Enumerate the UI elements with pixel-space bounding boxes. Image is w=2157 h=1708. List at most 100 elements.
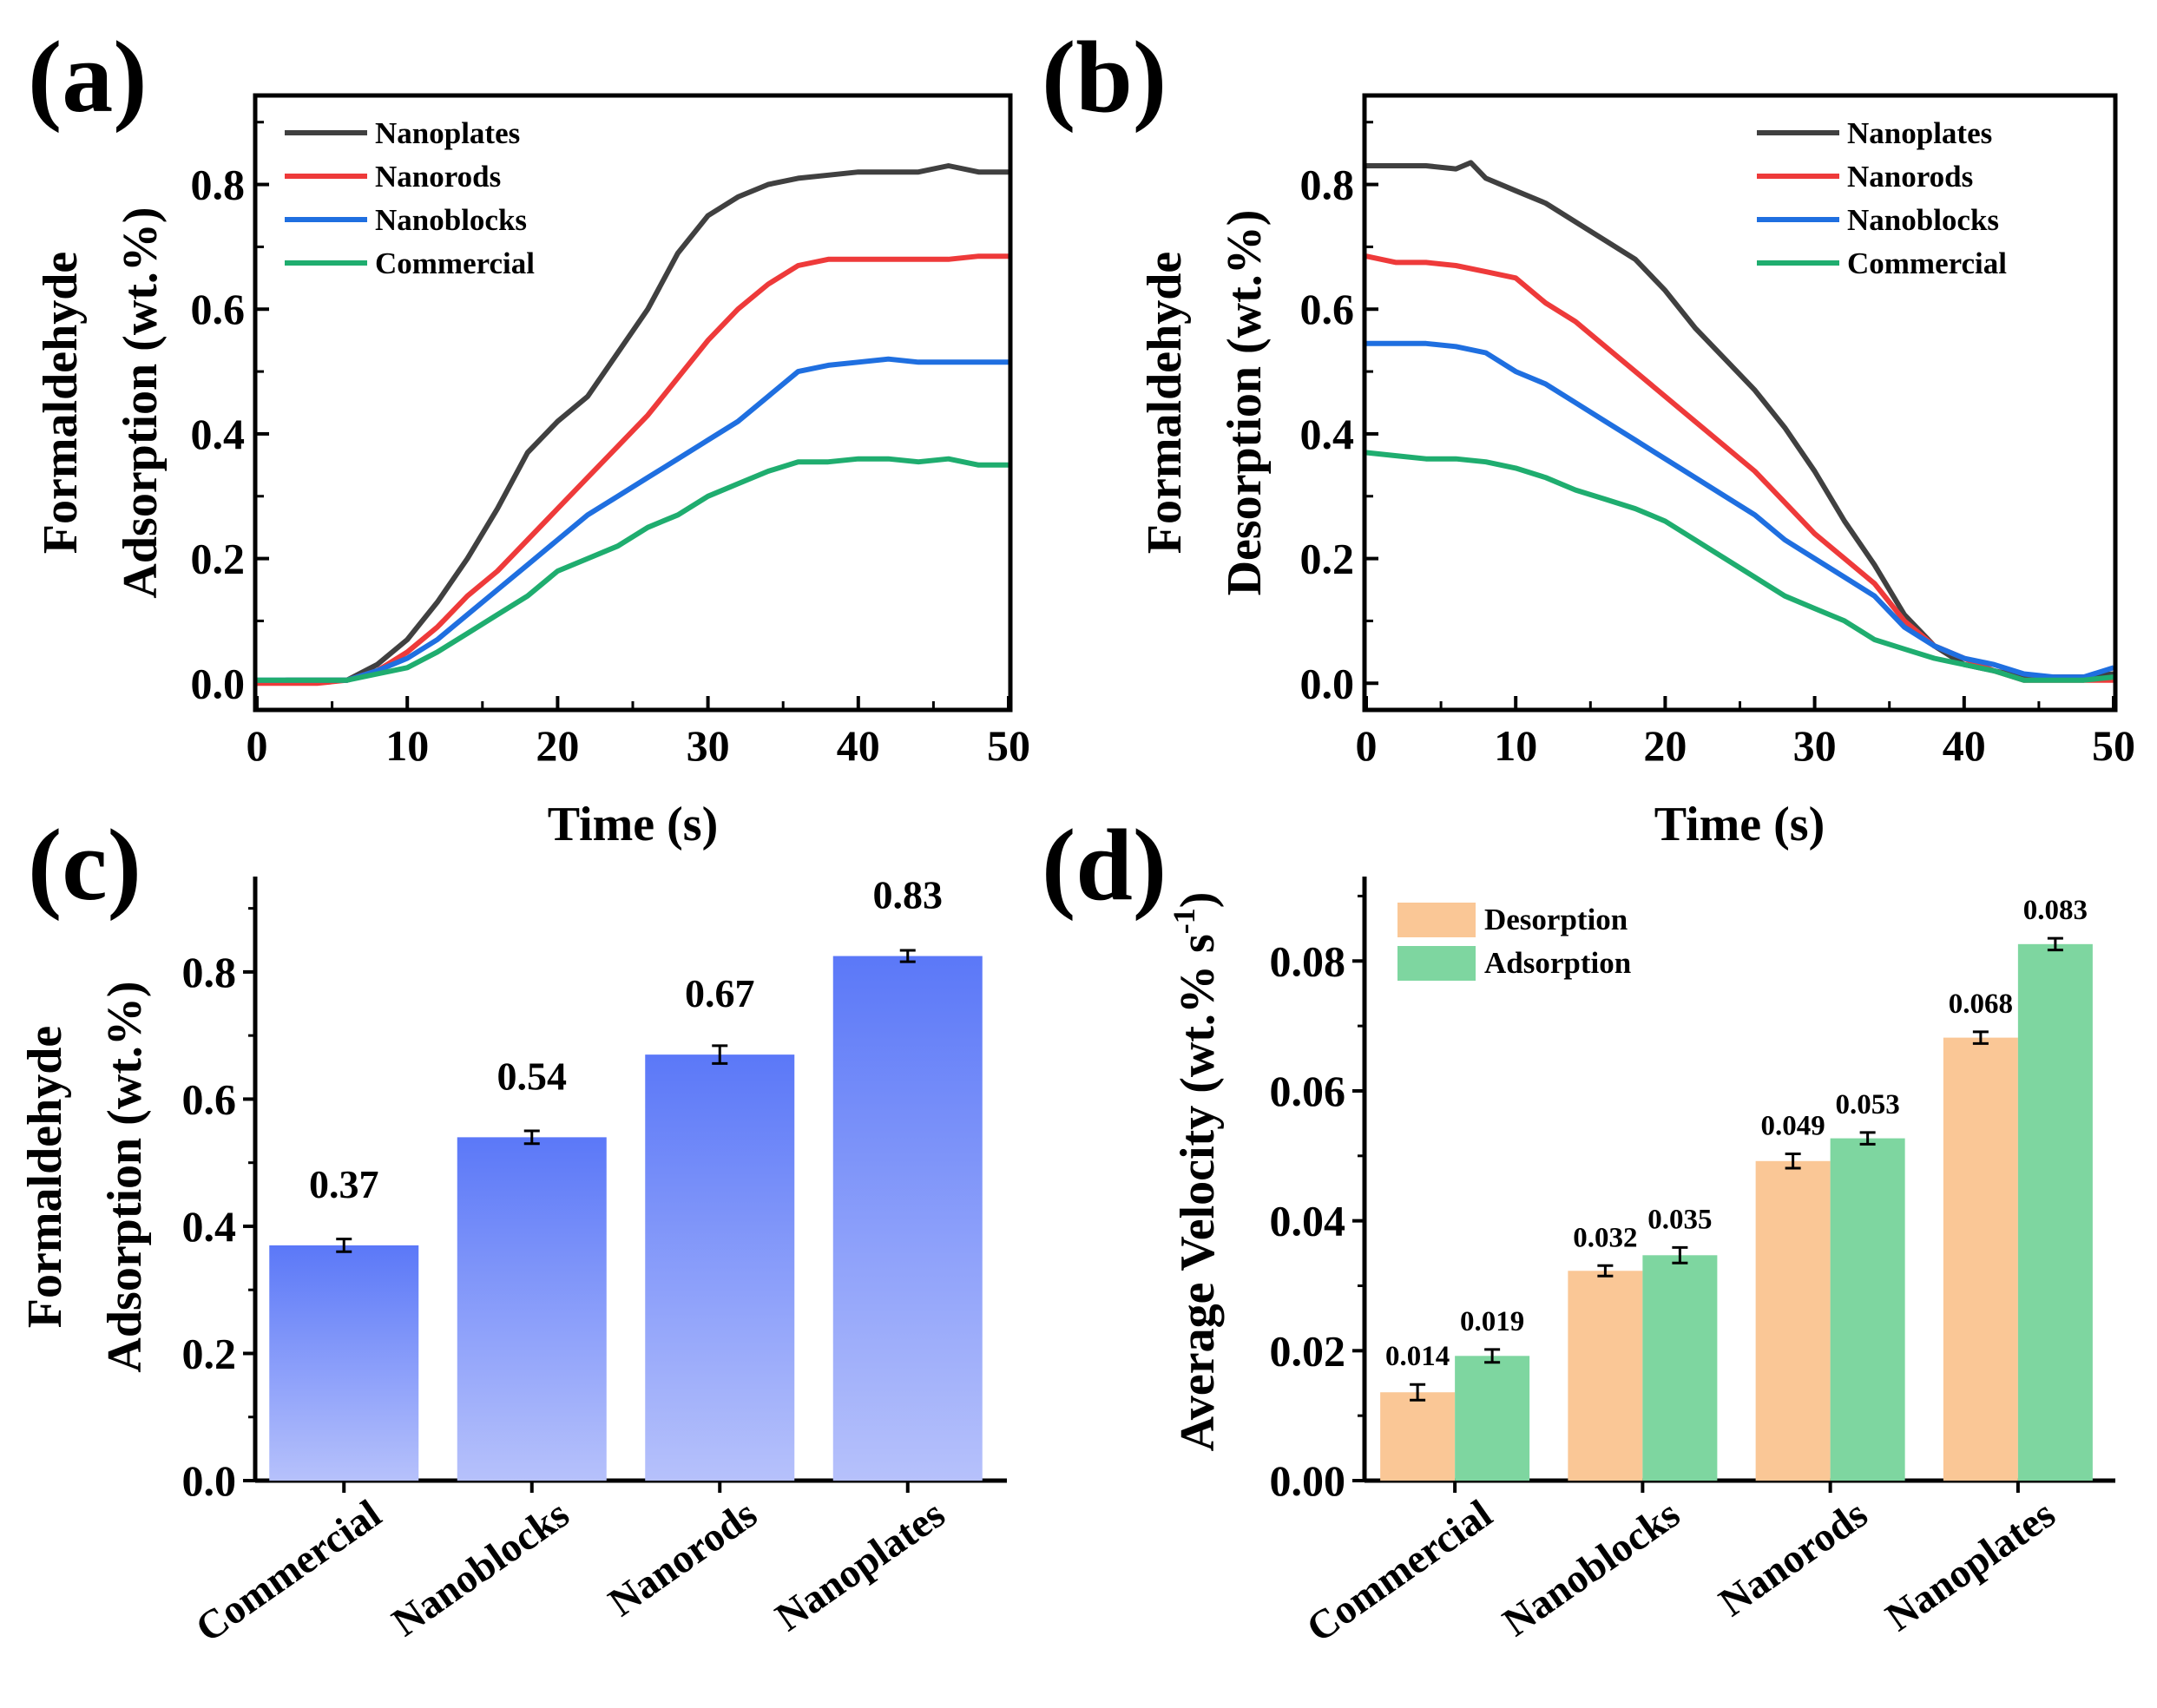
bar-d-desorption-nanoblocks [1568, 1271, 1643, 1481]
y-tick-label-a: 0.4 [191, 410, 246, 458]
value-label-d: 0.068 [1949, 989, 2013, 1020]
value-label-d: 0.035 [1647, 1204, 1712, 1235]
legend-a: Nanoplates Nanorods Nanoblocks Commercial [285, 116, 535, 280]
x-tick-label-b: 30 [1793, 721, 1837, 770]
bar-d-desorption-commercial [1380, 1392, 1456, 1481]
legend-label-a-commercial: Commercial [375, 246, 535, 280]
y-axis-title-d-sup: -1 [1167, 908, 1201, 934]
y-tick-label-c: 0.8 [182, 948, 237, 996]
x-tick-label-b: 40 [1943, 721, 1986, 770]
y-axis-title-d-end: ) [1171, 892, 1225, 909]
bar-d-adsorption-nanoblocks [1642, 1255, 1718, 1481]
plot-frame-a [253, 93, 1013, 713]
legend-swatch-d-adsorption [1397, 946, 1476, 981]
y-tick-label-b: 0.0 [1300, 659, 1355, 707]
plot-area-d: 0.00 0.02 0.04 0.06 0.08 0.014 0.019 Commercial… [1270, 877, 2115, 1652]
series-line-a-commercial [257, 456, 1009, 683]
y-tick-label-b: 0.4 [1300, 410, 1355, 458]
x-tick-label-a: 20 [536, 721, 579, 770]
y-tick-label-b: 0.8 [1300, 161, 1355, 209]
y-axis-title-b-line2: Desorption (wt.%) [1218, 210, 1272, 596]
y-axis-title-a-line1: Formaldehyde [34, 252, 88, 554]
bar-d-adsorption-nanoplates [2017, 943, 2093, 1481]
panel-label-a: (a) [28, 20, 148, 134]
x-tick-label-b: 20 [1643, 721, 1687, 770]
bar-c-commercial [269, 1245, 419, 1481]
series-line-b-nanorods [1365, 253, 2114, 683]
y-tick-label-a: 0.6 [191, 285, 246, 333]
panel-b: (b) 0 10 20 30 40 500.00.20.40.60.8 Time (s) … [1042, 20, 2135, 851]
value-label-c: 0.54 [497, 1054, 568, 1098]
legend-d: Desorption Adsorption [1397, 903, 1631, 981]
x-axis-title-a: Time (s) [548, 798, 719, 851]
bar-c-nanorods [645, 1054, 795, 1481]
panel-a: (a) 0 10 20 30 40 500.00.20.40.60.8 Time (s) … [28, 20, 1030, 851]
bar-d-desorption-nanoplates [1943, 1037, 2018, 1481]
y-tick-label-d: 0.08 [1270, 936, 1346, 985]
value-label-d: 0.019 [1460, 1306, 1524, 1337]
category-label-c: Nanoplates [767, 1491, 953, 1639]
x-tick-label-a: 50 [987, 721, 1030, 770]
x-tick-label-b: 50 [2092, 721, 2135, 770]
y-tick-label-c: 0.2 [182, 1329, 237, 1377]
y-tick-label-d: 0.06 [1270, 1067, 1346, 1115]
x-tick-label-b: 10 [1494, 721, 1537, 770]
plot-area-a: 0 10 20 30 40 50 0.0 0.2 0.4 0.6 0.8 [191, 121, 1030, 770]
panel-label-c: (c) [28, 808, 141, 922]
x-axis-title-b: Time (s) [1654, 798, 1825, 851]
category-label-d: Nanoblocks [1495, 1491, 1687, 1645]
value-label-d: 0.053 [1836, 1089, 1900, 1120]
x-tick-label-a: 40 [837, 721, 880, 770]
legend-label-d-desorption: Desorption [1484, 903, 1628, 936]
panel-c: (c) 0.0 0.2 0.4 0.6 0.8 0.37 Commercial 0.54 Nan… [18, 808, 1007, 1652]
y-tick-label-a: 0.2 [191, 535, 246, 583]
value-label-d: 0.049 [1761, 1111, 1825, 1142]
y-axis-title-c-line2: Adsorption (wt.%) [98, 981, 152, 1372]
bar-d-adsorption-nanorods [1830, 1138, 1905, 1481]
legend-label-b-commercial: Commercial [1847, 246, 2007, 280]
legend-label-a-nanorods: Nanorods [375, 160, 501, 194]
series-line-b-commercial [1365, 450, 2114, 683]
panel-label-b: (b) [1042, 20, 1167, 134]
series-line-a-nanoplates [256, 163, 1009, 686]
plot-area-b: 0 10 20 30 40 50 0.0 0.2 0.4 0.6 0.8 [1300, 121, 2135, 770]
bar-c-nanoplates [832, 956, 983, 1481]
y-tick-label-d: 0.00 [1270, 1456, 1346, 1505]
legend-swatch-d-desorption [1397, 903, 1476, 937]
value-label-c: 0.83 [873, 873, 944, 917]
category-label-d: Commercial [1299, 1491, 1500, 1651]
value-label-c: 0.37 [309, 1162, 379, 1206]
y-axis-title-d: Average Velocity (wt.% s-1) [1167, 892, 1225, 1452]
bar-c-nanoblocks [457, 1137, 607, 1481]
legend-label-b-nanorods: Nanorods [1847, 160, 1973, 194]
legend-label-b-nanoblocks: Nanoblocks [1847, 203, 1999, 237]
value-label-d: 0.032 [1573, 1222, 1637, 1253]
category-label-d: Nanorods [1711, 1491, 1876, 1625]
y-axis-title-a-line2: Adsorption (wt.%) [114, 207, 168, 598]
x-tick-label-a: 10 [385, 721, 429, 770]
plot-area-c: 0.0 0.2 0.4 0.6 0.8 0.37 Commercial 0.54 Nanoblo… [182, 873, 1007, 1652]
series-line-a-nanoblocks [257, 356, 1009, 683]
panel-d: (d) 0.00 0.02 0.04 0.06 0.08 0.014 0.019 Commer… [1042, 808, 2115, 1652]
y-axis-title-d-main: Average Velocity (wt.% s [1171, 934, 1225, 1451]
series-line-b-nanoplates [1366, 160, 2114, 680]
plot-frame-b [1362, 93, 2118, 713]
y-tick-label-a: 0.0 [191, 659, 246, 707]
bar-d-adsorption-commercial [1455, 1356, 1530, 1481]
x-tick-label-a: 30 [687, 721, 730, 770]
legend-label-b-nanoplates: Nanoplates [1847, 116, 1992, 150]
category-label-c: Nanorods [601, 1491, 766, 1625]
x-tick-label-b: 0 [1356, 721, 1378, 770]
panel-label-d: (d) [1042, 808, 1167, 922]
y-tick-label-b: 0.2 [1300, 535, 1355, 583]
value-label-c: 0.67 [685, 971, 755, 1015]
legend-label-d-adsorption: Adsorption [1484, 946, 1631, 980]
legend-b: Nanoplates Nanorods Nanoblocks Commercial [1757, 116, 2007, 280]
category-label-c: Nanoblocks [385, 1491, 577, 1645]
y-tick-label-b: 0.6 [1300, 285, 1355, 333]
value-label-d: 0.014 [1385, 1341, 1450, 1372]
series-line-b-nanoblocks [1366, 340, 2114, 680]
y-axis-title-c-line1: Formaldehyde [18, 1026, 72, 1328]
value-label-d: 0.083 [2023, 895, 2088, 926]
